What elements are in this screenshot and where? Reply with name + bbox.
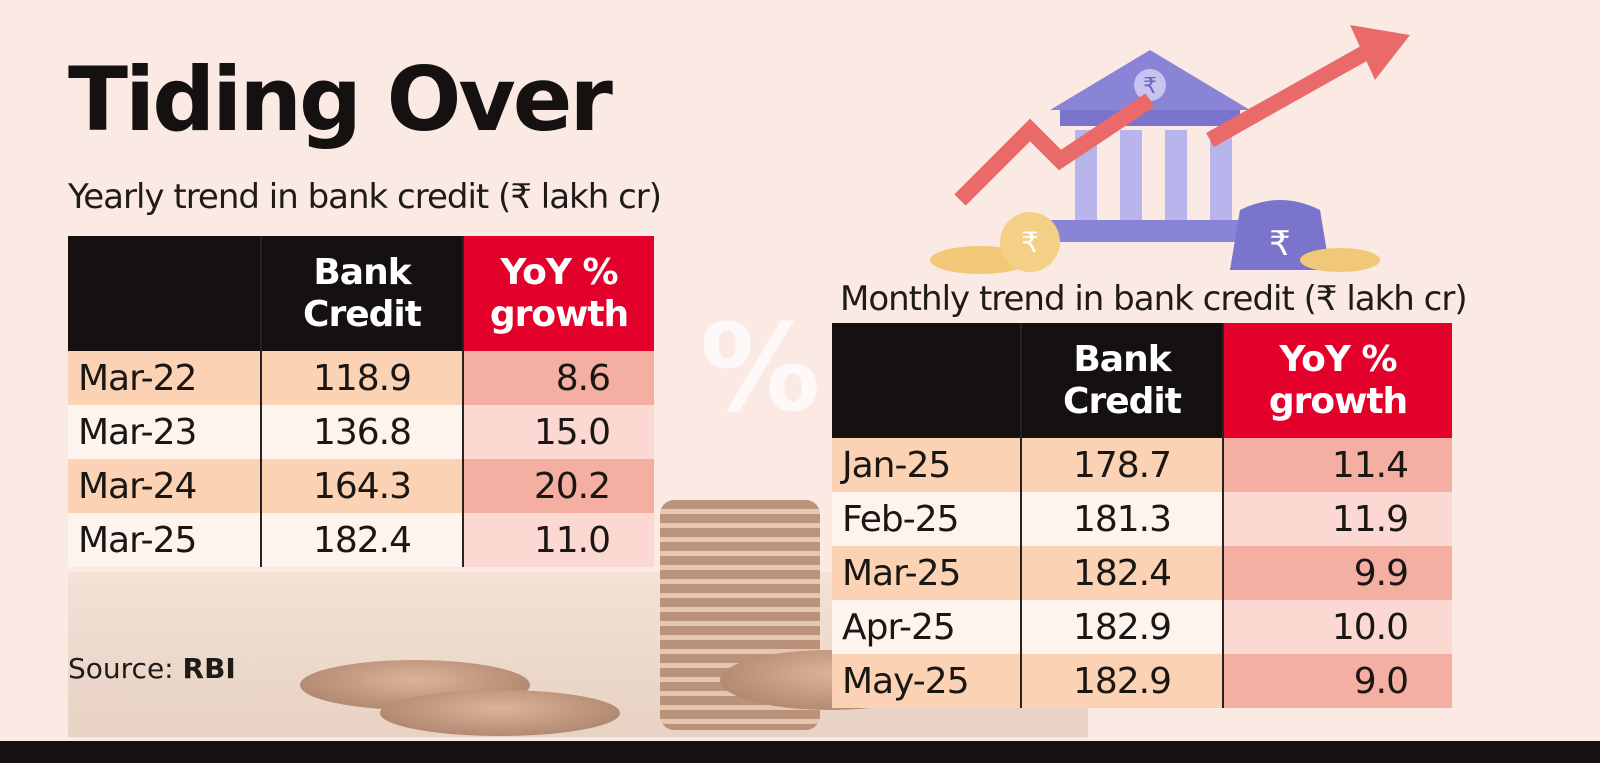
header-period	[832, 323, 1022, 438]
source-note: Source: RBI	[68, 652, 236, 685]
credit-cell: 136.8	[261, 405, 464, 459]
svg-text:₹: ₹	[1143, 74, 1157, 99]
table-row: Mar-24 164.3 20.2	[68, 459, 654, 513]
source-value: RBI	[182, 652, 236, 685]
period-cell: Apr-25	[832, 600, 1022, 654]
period-cell: Mar-25	[68, 513, 262, 567]
credit-cell: 118.9	[261, 351, 464, 405]
header-yoy-growth: YoY % growth	[1223, 323, 1452, 438]
table-row: Mar-25 182.4 11.0	[68, 513, 654, 567]
table-row: Jan-25 178.7 11.4	[832, 438, 1452, 492]
table-header-row: Bank Credit YoY % growth	[68, 236, 654, 351]
header-bank-credit: Bank Credit	[1021, 323, 1224, 438]
growth-cell: 11.9	[1223, 492, 1452, 546]
coins-bag-icon: ₹ ₹	[930, 200, 1380, 274]
page-title: Tiding Over	[68, 48, 613, 151]
header-yoy-growth: YoY % growth	[463, 236, 654, 351]
bottom-bar	[0, 741, 1600, 763]
table-row: May-25 182.9 9.0	[832, 654, 1452, 708]
credit-cell: 182.9	[1021, 654, 1224, 708]
table-row: Feb-25 181.3 11.9	[832, 492, 1452, 546]
credit-cell: 182.4	[1021, 546, 1224, 600]
percent-icon: %	[700, 300, 821, 439]
source-label: Source:	[68, 652, 174, 685]
credit-cell: 182.4	[261, 513, 464, 567]
yearly-subtitle: Yearly trend in bank credit (₹ lakh cr)	[68, 177, 662, 217]
svg-text:₹: ₹	[1021, 226, 1039, 259]
growth-arrow-icon	[954, 25, 1410, 206]
table-row: Mar-25 182.4 9.9	[832, 546, 1452, 600]
growth-cell: 11.0	[463, 513, 654, 567]
growth-cell: 9.9	[1223, 546, 1452, 600]
credit-cell: 182.9	[1021, 600, 1224, 654]
monthly-subtitle: Monthly trend in bank credit (₹ lakh cr)	[840, 279, 1468, 319]
table-header-row: Bank Credit YoY % growth	[832, 323, 1452, 438]
period-cell: Feb-25	[832, 492, 1022, 546]
period-cell: Mar-23	[68, 405, 262, 459]
period-cell: Mar-25	[832, 546, 1022, 600]
growth-cell: 20.2	[463, 459, 654, 513]
credit-cell: 178.7	[1021, 438, 1224, 492]
credit-cell: 181.3	[1021, 492, 1224, 546]
monthly-credit-table: Bank Credit YoY % growth Jan-25 178.7 11…	[832, 323, 1452, 708]
credit-cell: 164.3	[261, 459, 464, 513]
period-cell: May-25	[832, 654, 1022, 708]
growth-cell: 9.0	[1223, 654, 1452, 708]
growth-cell: 11.4	[1223, 438, 1452, 492]
period-cell: Jan-25	[832, 438, 1022, 492]
growth-cell: 8.6	[463, 351, 654, 405]
coin-illustration	[380, 690, 620, 736]
growth-cell: 15.0	[463, 405, 654, 459]
growth-cell: 10.0	[1223, 600, 1452, 654]
table-row: Mar-23 136.8 15.0	[68, 405, 654, 459]
svg-text:₹: ₹	[1269, 224, 1291, 264]
table-row: Apr-25 182.9 10.0	[832, 600, 1452, 654]
yearly-credit-table: Bank Credit YoY % growth Mar-22 118.9 8.…	[68, 236, 654, 567]
header-bank-credit: Bank Credit	[261, 236, 464, 351]
table-row: Mar-22 118.9 8.6	[68, 351, 654, 405]
period-cell: Mar-22	[68, 351, 262, 405]
period-cell: Mar-24	[68, 459, 262, 513]
header-period	[68, 236, 262, 351]
